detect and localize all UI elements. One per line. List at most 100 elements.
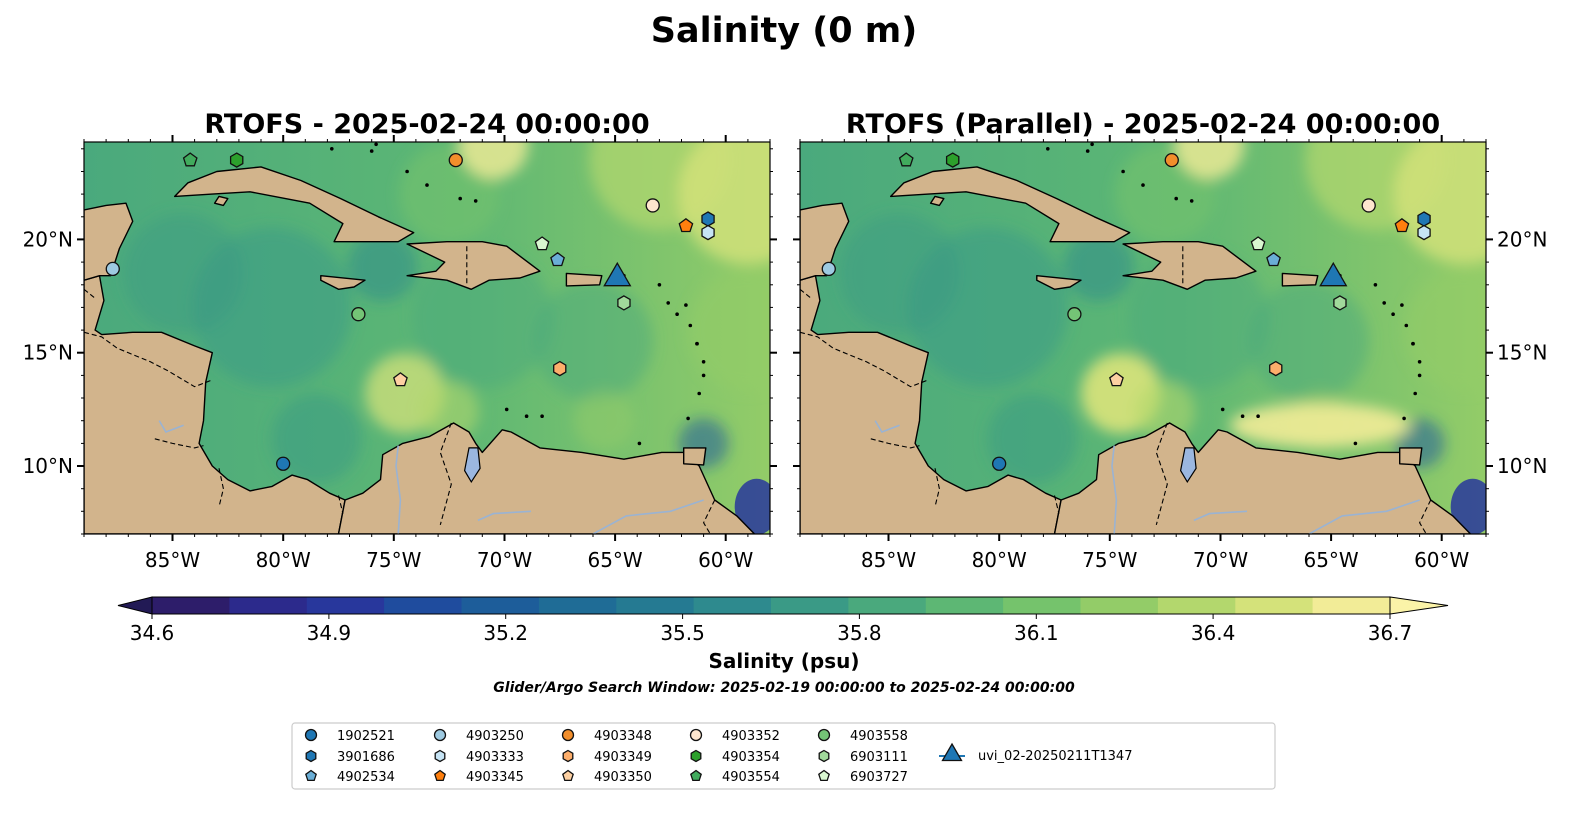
salinity-patch: [687, 270, 770, 391]
legend-item-4903354: 4903354: [690, 749, 780, 765]
small-island: [657, 283, 662, 287]
legend-label: 4903350: [594, 770, 652, 785]
salinity-patch: [1128, 248, 1269, 389]
legend-label: 4903352: [722, 729, 780, 744]
small-island: [686, 416, 690, 421]
salinity-patch: [1393, 142, 1486, 265]
colorbar-extend-high: [1389, 596, 1449, 615]
small-island: [524, 414, 529, 419]
salinity-patch: [574, 390, 634, 451]
glider-marker: [603, 261, 632, 287]
legend-label: 4903348: [594, 729, 652, 744]
float-marker-4903558: [351, 307, 366, 322]
platform-markers: [105, 152, 715, 471]
small-island: [666, 301, 670, 305]
country-border: [84, 331, 213, 388]
small-island: [1417, 360, 1422, 364]
landmass-cuba: [173, 166, 415, 243]
landmass-trinidad: [683, 447, 707, 466]
salinity-patch: [347, 231, 418, 302]
colorbar-bin: [1157, 597, 1236, 614]
small-island: [330, 147, 334, 151]
legend-label: 1902521: [337, 729, 395, 744]
salinity-patch: [1450, 478, 1486, 534]
float-marker-4903250: [821, 261, 836, 277]
salinity-field: [839, 142, 1486, 484]
salinity-patch: [1135, 381, 1196, 442]
country-border: [800, 288, 812, 299]
colorbar-tick-label: 35.5: [660, 621, 705, 645]
landmass-centralamerica: [800, 275, 1062, 534]
small-island: [405, 169, 409, 174]
x-tick-label: 70°W: [1193, 548, 1248, 572]
glider-marker: [1319, 261, 1348, 287]
small-island: [637, 441, 642, 446]
small-island: [1400, 303, 1404, 307]
small-island: [1353, 441, 1358, 446]
float-marker-4903554: [898, 152, 914, 167]
small-island: [695, 341, 699, 346]
colorbar-tick-label: 35.8: [837, 621, 882, 645]
float-marker-4903554: [182, 152, 198, 167]
platform-markers: [821, 152, 1431, 471]
country-border: [337, 495, 344, 514]
axis-ticks: [793, 135, 1493, 541]
salinity-patch: [533, 281, 653, 402]
legend-marker: [562, 749, 574, 763]
legend-item-1902521: 1902521: [304, 728, 395, 744]
river: [158, 420, 184, 433]
salinity-colorbar: 34.6 34.9 35.2 35.5 35.8 36.1 36.4 36.7: [117, 596, 1449, 645]
float-marker-4902534: [1266, 251, 1281, 267]
map-panel-rtofs-parallel: RTOFS (Parallel) - 2025-02-24 00:00:00 85…: [793, 109, 1547, 572]
float-marker-4903558: [1067, 307, 1082, 322]
small-island: [1046, 147, 1050, 151]
landmass-puertorico: [565, 272, 603, 287]
small-island: [369, 149, 374, 153]
legend-label: uvi_02-20250211T1347: [978, 749, 1132, 764]
legend-label: 3901686: [337, 750, 395, 765]
legend-label: 4903333: [466, 750, 524, 765]
legend-item-4903348: 4903348: [561, 728, 652, 744]
legend-marker: [690, 749, 702, 763]
float-marker-4903354: [945, 152, 960, 168]
legend-item-4903558: 4903558: [817, 728, 908, 744]
legend-label: 4903554: [722, 770, 780, 785]
legend-item-4903349: 4903349: [562, 749, 652, 765]
colorbar-bin: [616, 597, 695, 614]
landmass-hispaniola: [406, 240, 541, 290]
small-island: [1090, 142, 1094, 147]
colorbar-bin: [384, 597, 463, 614]
search-window-note: Glider/Argo Search Window: 2025-02-19 00…: [493, 680, 1075, 696]
salinity-patch: [419, 381, 480, 442]
landmass-trinidad: [1398, 447, 1423, 466]
float-marker-1902521: [992, 456, 1007, 471]
axis-ticks: [77, 135, 777, 541]
legend-marker: [690, 769, 702, 782]
lake-maracaibo: [463, 447, 481, 484]
landmass-yucatan: [800, 202, 850, 281]
float-marker-6903111: [617, 295, 631, 311]
country-border: [934, 468, 940, 507]
colorbar-bin: [1235, 597, 1314, 614]
small-island: [473, 199, 478, 203]
legend-label: 6903111: [850, 750, 908, 765]
colorbar-tick-label: 36.4: [1191, 621, 1236, 645]
float-marker-6903727: [1250, 236, 1266, 251]
x-tick-label: 65°W: [587, 548, 642, 572]
colorbar-bin: [925, 597, 1004, 614]
small-island: [374, 142, 378, 147]
land: [800, 142, 1472, 534]
legend-marker: [434, 749, 446, 763]
float-marker-4902534: [550, 251, 565, 267]
salinity-patch: [677, 142, 770, 265]
country-border: [800, 331, 929, 388]
legend-marker: [305, 749, 317, 763]
salinity-patch: [1249, 281, 1369, 402]
river: [1111, 445, 1118, 534]
legend-marker: [818, 769, 830, 782]
small-island: [1189, 199, 1194, 203]
small-island: [1411, 341, 1415, 346]
small-island: [1413, 391, 1417, 396]
salinity-patch: [1063, 231, 1134, 302]
